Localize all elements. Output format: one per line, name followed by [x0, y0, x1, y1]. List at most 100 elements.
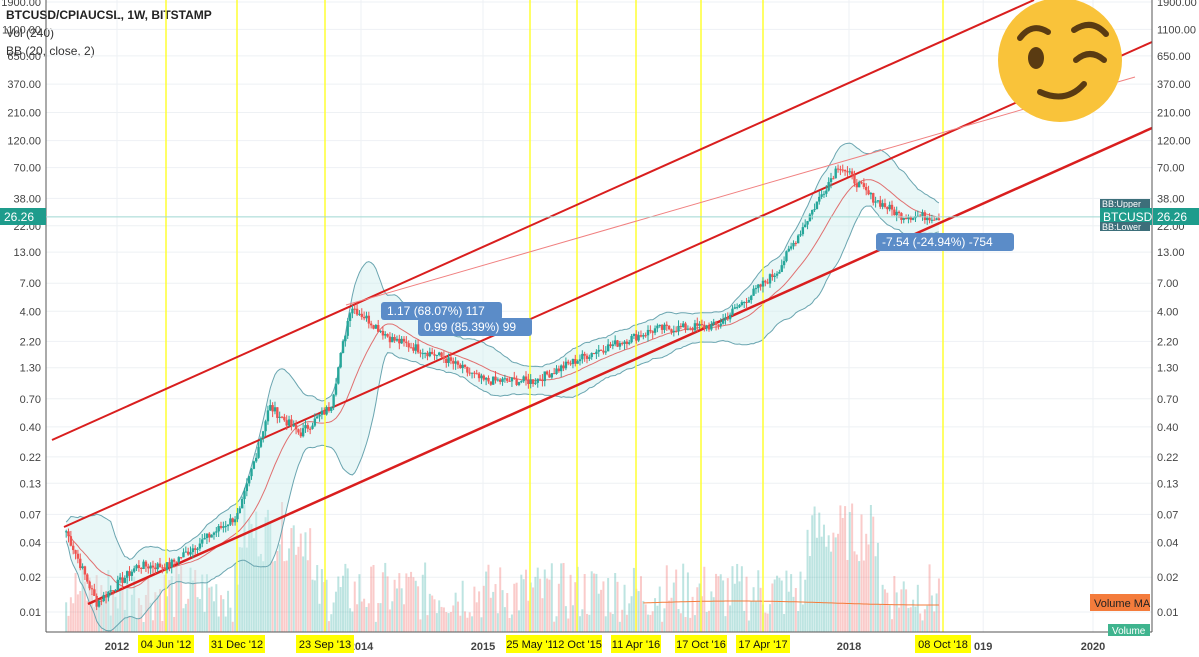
- legend-volume[interactable]: Vol (240): [6, 26, 55, 40]
- candle-body: [595, 351, 598, 355]
- volume-bar: [180, 566, 183, 632]
- volume-bar: [421, 574, 424, 632]
- candle-body: [717, 324, 720, 326]
- winking-face-icon: [998, 0, 1122, 122]
- y-tick-label-right: 13.00: [1157, 247, 1185, 259]
- volume-bar: [822, 524, 825, 632]
- volume-bar: [583, 574, 586, 632]
- candle-body: [787, 248, 790, 252]
- volume-bar: [607, 578, 610, 632]
- volume-bar: [98, 606, 101, 632]
- volume-bar: [778, 577, 781, 632]
- candle-body: [665, 324, 668, 326]
- candle-body: [935, 218, 938, 220]
- candle-body: [208, 533, 211, 538]
- volume-bar: [553, 621, 556, 632]
- volume-bar: [792, 596, 795, 632]
- volume-bar: [557, 583, 560, 632]
- candle-body: [76, 553, 80, 559]
- symbol-tag: [1100, 208, 1152, 225]
- grid-lines: [46, 0, 1152, 632]
- candle-body: [118, 577, 122, 580]
- candle-body: [81, 566, 84, 569]
- volume-bar: [604, 616, 607, 632]
- volume-bar: [159, 589, 162, 632]
- candle-body: [358, 313, 361, 315]
- volume-bar: [374, 621, 377, 632]
- y-tick-label-left: 1900.00: [1, 0, 41, 9]
- candle-body: [412, 347, 415, 351]
- volume-bar: [609, 612, 612, 632]
- candle-body: [510, 377, 514, 382]
- candle-body: [290, 419, 293, 427]
- candle-body: [712, 321, 715, 325]
- legend-bollinger[interactable]: BB (20, close, 2): [6, 44, 95, 58]
- candle-body: [170, 559, 173, 568]
- candle-body: [144, 561, 148, 567]
- volume-bar: [510, 614, 513, 632]
- candle-body: [287, 419, 291, 426]
- volume-bar: [900, 589, 903, 632]
- volume-bar: [811, 515, 814, 632]
- volume-bar: [88, 577, 91, 632]
- volume-bar: [339, 587, 342, 632]
- volume-bar: [841, 517, 844, 632]
- volume-bar: [717, 576, 720, 632]
- candle-body: [555, 368, 558, 374]
- volume-bar: [520, 574, 523, 632]
- candle-body: [700, 324, 704, 326]
- candle-body: [454, 361, 457, 364]
- candle-body: [825, 190, 828, 194]
- candle-body: [799, 234, 802, 236]
- candle-body: [766, 282, 769, 284]
- volume-bar: [395, 588, 398, 632]
- volume-bar: [670, 597, 673, 632]
- candle-body: [297, 429, 300, 433]
- candle-body: [135, 565, 138, 569]
- candle-body: [243, 491, 246, 500]
- y-tick-label-left: 0.13: [20, 478, 41, 490]
- bollinger-bands: [65, 142, 940, 632]
- date-tag-box: [915, 635, 971, 653]
- volume-bar: [269, 522, 272, 632]
- volume-bar: [149, 602, 152, 632]
- legend-symbol[interactable]: BTCUSD/CPIAUCSL, 1W, BITSTAMP: [6, 8, 212, 22]
- volume-bar: [405, 573, 408, 632]
- volume-bar: [550, 563, 553, 632]
- candle-body: [452, 360, 455, 364]
- y-tick-label-left: 1.30: [20, 363, 41, 375]
- volume-bar: [243, 505, 246, 632]
- volume-bar: [827, 535, 830, 632]
- volume-bar: [783, 613, 786, 632]
- candle-body: [419, 352, 422, 354]
- band-upper-tag-label: BB:Upper: [1102, 199, 1141, 209]
- candle-body: [865, 186, 868, 191]
- volume-bar: [208, 587, 211, 632]
- emoji-left-brow: [1017, 25, 1051, 41]
- candle-body: [374, 325, 378, 329]
- volume-bar: [292, 525, 295, 632]
- candle-body: [236, 513, 239, 520]
- candle-body: [855, 183, 859, 188]
- volume-bar: [611, 613, 614, 632]
- candle-body: [95, 595, 98, 607]
- volume-bar: [163, 574, 166, 632]
- candle-body: [393, 337, 396, 341]
- trend-line-thin: [345, 76, 1136, 306]
- candle-body: [651, 331, 654, 333]
- candle-body: [613, 340, 617, 345]
- candle-body: [590, 353, 593, 358]
- candle-body: [423, 352, 427, 354]
- candle-body: [599, 349, 603, 351]
- volume-bar: [414, 580, 417, 632]
- candle-body: [923, 212, 927, 221]
- candle-body: [503, 378, 507, 380]
- candle-body: [813, 209, 816, 211]
- candle-body: [104, 594, 108, 598]
- candle-body: [827, 182, 830, 191]
- y-tick-label-left: 1100.00: [2, 24, 41, 36]
- candle-body: [550, 373, 554, 378]
- volume-bar: [780, 580, 783, 632]
- candle-body: [330, 406, 333, 411]
